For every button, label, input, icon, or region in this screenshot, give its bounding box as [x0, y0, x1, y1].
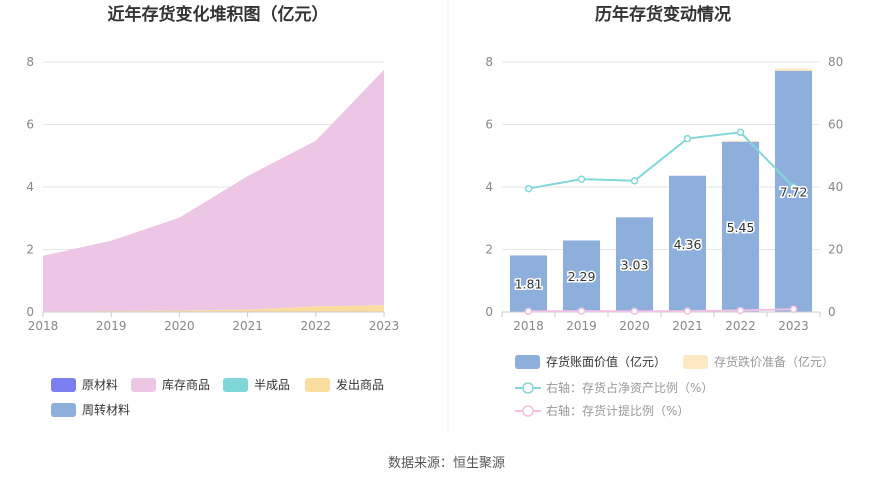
ratio-line [528, 131, 795, 190]
right-left-y-tick-label: 4 [485, 180, 493, 194]
bar-value-label: 1.81 [515, 277, 543, 292]
provision-point [630, 307, 639, 316]
data-source-label: 数据来源：恒生聚源 [387, 456, 505, 471]
right-right-y-tick-label: 80 [828, 55, 843, 69]
right-left-y-tick-label: 2 [485, 243, 493, 257]
ratio-point [630, 177, 639, 185]
left-legend-label: 原材料 [82, 378, 118, 392]
left-chart-title: 近年存货变化堆积图（亿元） [108, 4, 329, 25]
right-right-y-tick-label: 0 [828, 305, 836, 319]
left-x-tick-label: 2022 [301, 319, 332, 333]
left-x-tick-label: 2023 [369, 319, 400, 333]
left-legend-swatch [131, 378, 156, 392]
provision-line [528, 308, 794, 313]
provision-point [524, 307, 533, 316]
impairment-bar [774, 68, 813, 71]
legend-label-impairment: 存货跌价准备（亿元） [714, 354, 834, 369]
legend-label-provision: 右轴：存货计提比例（%） [546, 403, 689, 418]
left-x-tick-label: 2020 [164, 319, 195, 333]
left-legend-swatch [223, 378, 248, 392]
left-legend-swatch [51, 403, 76, 417]
right-right-y-tick-label: 20 [828, 243, 843, 257]
legend-swatch-impairment [683, 355, 708, 369]
right-x-tick-label: 2020 [619, 319, 650, 333]
ratio-point [789, 183, 798, 191]
ratio-point [736, 128, 745, 137]
right-left-y-tick-label: 8 [485, 55, 493, 69]
bar-value-label: 4.36 [674, 237, 702, 252]
left-x-tick-label: 2019 [96, 319, 127, 333]
left-y-tick-label: 4 [26, 180, 34, 194]
left-y-tick-label: 8 [26, 55, 34, 69]
legend-swatch-book-value [515, 355, 540, 369]
left-y-tick-label: 6 [26, 118, 34, 132]
right-x-tick-label: 2019 [566, 319, 597, 333]
legend-label-book-value: 存货账面价值（亿元） [546, 354, 666, 369]
right-chart-title: 历年存货变动情况 [595, 4, 731, 25]
left-legend-swatch [51, 378, 76, 392]
left-y-tick-label: 2 [26, 243, 34, 257]
book-value-bar [562, 240, 601, 312]
legend-marker-ratio [522, 382, 534, 394]
book-value-bar [721, 141, 760, 312]
bar-value-label: 7.72 [780, 184, 808, 199]
right-right-y-tick-label: 60 [828, 118, 843, 132]
right-x-tick-label: 2023 [778, 319, 809, 333]
right-x-tick-label: 2022 [725, 319, 756, 333]
impairment-bar [721, 140, 760, 142]
right-right-y-tick-label: 40 [828, 180, 843, 194]
book-value-bar [668, 175, 707, 312]
book-value-bar [774, 70, 813, 312]
provision-point [789, 305, 798, 313]
area-series-2 [43, 305, 384, 312]
left-y-tick-label: 0 [26, 305, 34, 319]
left-legend-swatch [305, 378, 330, 392]
left-x-tick-label: 2018 [28, 319, 59, 333]
book-value-bar [509, 255, 548, 312]
left-x-tick-label: 2021 [232, 319, 263, 333]
legend-marker-provision [522, 405, 534, 417]
right-x-tick-label: 2021 [672, 319, 703, 333]
ratio-point [524, 184, 533, 193]
ratio-point [577, 175, 586, 183]
provision-point [577, 307, 586, 315]
legend-label-ratio: 右轴：存货占净资产比例（%） [546, 380, 713, 395]
right-left-y-tick-label: 6 [485, 118, 493, 132]
left-legend-label: 周转材料 [82, 402, 130, 417]
right-left-y-tick-label: 0 [485, 305, 493, 319]
bar-value-label: 3.03 [621, 258, 649, 273]
area-series-4 [43, 69, 384, 312]
book-value-bar [615, 217, 654, 312]
bar-value-label: 2.29 [568, 269, 596, 284]
left-chart-group: 0 2 4 6 8 2018 2019 2020 2021 2022 2023 原材料 库存商品 半成品 发… [26, 55, 399, 417]
right-x-tick-label: 2018 [513, 319, 544, 333]
provision-point [683, 307, 692, 315]
bar-value-label: 5.45 [727, 220, 755, 235]
left-legend-label: 发出商品 [336, 377, 384, 392]
provision-point [736, 306, 745, 315]
left-legend-label: 半成品 [254, 378, 290, 392]
ratio-point [683, 134, 692, 143]
left-legend-label: 库存商品 [162, 377, 210, 392]
